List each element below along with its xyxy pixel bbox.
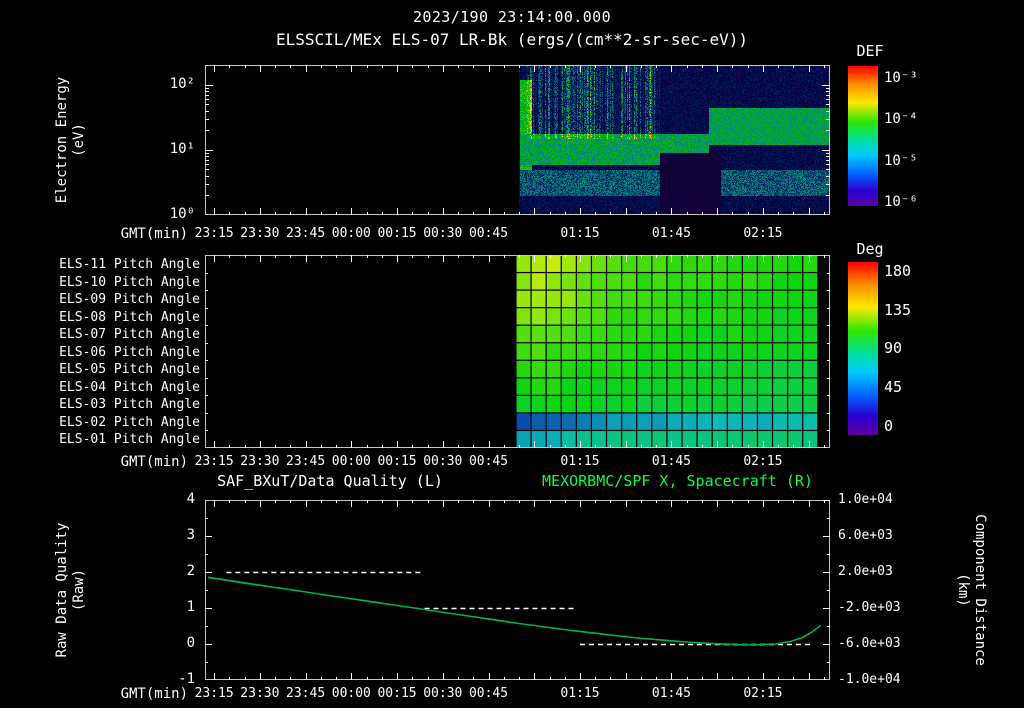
time-axis-2: 23:15 23:30 23:45 00:00 00:15 00:30 00:45 01:15… [195, 454, 830, 470]
pitch-row-label: ELS-03 Pitch Angle [59, 397, 200, 413]
deg-scale-label: 45 [884, 378, 903, 397]
time-tick-label: 00:45 [468, 686, 509, 701]
quality-tick-labels: 4 3 2 1 0 -1 [155, 491, 197, 687]
distance-tick-labels: 1.0e+04 6.0e+03 2.0e+03 -2.0e+03 -6.0e+03 -1.… [838, 492, 923, 687]
distance-tick-label: 1.0e+04 [838, 492, 893, 507]
time-tick-label: 00:00 [331, 226, 371, 241]
time-tick-label: 23:45 [286, 686, 326, 701]
energy-tick-label: 10² [169, 75, 195, 92]
deg-scale-label: 90 [884, 339, 903, 358]
def-colorbar [848, 66, 878, 206]
quality-plot-canvas [205, 500, 830, 680]
deg-scale-label: 180 [884, 262, 912, 280]
time-tick-label: 00:45 [468, 454, 509, 469]
time-tick-label: 00:45 [468, 226, 509, 241]
timestamp: 2023/190 23:14:00.000 [412, 8, 612, 26]
time-axis-3: 23:15 23:30 23:45 00:00 00:15 00:30 00:45 01:15… [195, 686, 830, 702]
time-tick-label: 23:45 [286, 226, 326, 241]
quality-tick-label: 4 [186, 491, 195, 507]
time-tick-label: 01:15 [560, 226, 600, 241]
time-tick-label: 23:30 [240, 686, 280, 701]
time-tick-label: 02:15 [743, 454, 783, 469]
time-tick-label: 02:15 [743, 226, 783, 241]
electron-spectrogram-canvas [205, 65, 830, 215]
def-scale-label: 10⁻³ [884, 70, 918, 86]
time-tick-label: 01:45 [651, 226, 692, 241]
pitch-row-label: ELS-01 Pitch Angle [59, 432, 200, 448]
distance-tick-label: -1.0e+04 [838, 672, 901, 687]
component-distance-axis-label-line1: Component Distance [972, 514, 988, 666]
energy-tick-label: 10⁰ [169, 206, 195, 222]
time-tick-label: 00:00 [331, 454, 371, 469]
time-tick-label: 23:15 [194, 454, 234, 469]
pitch-row-labels: ELS-11 Pitch Angle ELS-10 Pitch Angle ELS-… [40, 255, 200, 448]
time-tick-label: 01:15 [560, 686, 600, 701]
distance-tick-label: 2.0e+03 [838, 564, 893, 579]
def-colorbar-labels: 10⁻³ 10⁻⁴ 10⁻⁵ 10⁻⁶ [884, 70, 954, 210]
def-scale-label: 10⁻⁴ [884, 111, 918, 128]
quality-tick-label: 3 [186, 527, 195, 543]
pitch-row-label: ELS-07 Pitch Angle [59, 327, 200, 343]
quality-tick-label: 0 [186, 635, 195, 651]
def-scale-label: 10⁻⁵ [884, 152, 918, 169]
electron-energy-axis-label-line1: Electron Energy [54, 76, 70, 204]
quality-tick-label: -1 [178, 671, 195, 687]
quality-tick-label: 1 [186, 599, 195, 615]
electron-energy-axis-label-line2: (eV) [71, 123, 87, 157]
energy-tick-labels: 10² 10¹ 10⁰ [143, 65, 198, 222]
time-tick-label: 00:30 [423, 454, 463, 469]
energy-tick-label: 10¹ [169, 140, 195, 157]
time-tick-label: 00:15 [377, 686, 417, 701]
distance-tick-label: 6.0e+03 [838, 528, 893, 543]
deg-colorbar-title: Deg [856, 240, 884, 258]
time-tick-label: 23:45 [286, 454, 326, 469]
time-tick-label: 00:30 [423, 226, 463, 241]
pitch-row-label: ELS-08 Pitch Angle [59, 309, 200, 325]
deg-colorbar-labels: 180 135 90 45 0 [884, 262, 944, 435]
time-tick-label: 01:45 [651, 454, 692, 469]
def-colorbar-title: DEF [856, 42, 884, 60]
time-tick-label: 23:30 [240, 454, 280, 469]
time-tick-label: 23:15 [194, 686, 234, 701]
pitch-row-label: ELS-10 Pitch Angle [59, 274, 200, 290]
raw-quality-axis-label: Raw Data Quality (Raw) [54, 505, 90, 675]
deg-colorbar [848, 262, 878, 435]
component-distance-axis-label: Component Distance (km) [952, 495, 988, 685]
time-axis-1: 23:15 23:30 23:45 00:00 00:15 00:30 00:45 01:15… [195, 226, 830, 242]
pitch-row-label: ELS-05 Pitch Angle [59, 362, 200, 378]
gmt-label-3: GMT(min) [120, 686, 188, 702]
gmt-label-1: GMT(min) [120, 226, 188, 242]
quality-plot-title-right: MEXORBMC/SPF X, Spacecraft (R) [542, 472, 813, 490]
raw-quality-axis-label-line1: Raw Data Quality [54, 522, 70, 658]
def-scale-label: 10⁻⁶ [884, 193, 918, 210]
deg-scale-label: 135 [884, 300, 912, 319]
gmt-label-2: GMT(min) [120, 454, 188, 470]
pitch-angle-canvas [205, 255, 830, 448]
time-tick-label: 01:45 [651, 686, 692, 701]
pitch-row-label: ELS-06 Pitch Angle [59, 344, 200, 360]
pitch-row-label: ELS-11 Pitch Angle [59, 257, 200, 272]
time-tick-label: 00:15 [377, 454, 417, 469]
time-tick-label: 00:00 [331, 686, 371, 701]
time-tick-label: 02:15 [743, 686, 783, 701]
distance-tick-label: -2.0e+03 [838, 600, 901, 615]
distance-tick-label: -6.0e+03 [838, 636, 901, 651]
pitch-row-label: ELS-02 Pitch Angle [59, 414, 200, 430]
component-distance-axis-label-line2: (km) [955, 573, 971, 607]
time-tick-label: 01:15 [560, 454, 600, 469]
quality-tick-label: 2 [186, 563, 195, 579]
plot-title: ELSSCIL/MEx ELS-07 LR-Bk (ergs/(cm**2-sr… [275, 30, 748, 49]
time-tick-label: 00:30 [423, 686, 463, 701]
raw-quality-axis-label-line2: (Raw) [71, 568, 87, 612]
electron-energy-axis-label: Electron Energy (eV) [54, 55, 90, 225]
deg-scale-label: 0 [884, 416, 894, 435]
pitch-row-label: ELS-04 Pitch Angle [59, 379, 200, 395]
time-tick-label: 23:30 [240, 226, 280, 241]
time-tick-label: 00:15 [377, 226, 417, 241]
time-tick-label: 23:15 [194, 226, 234, 241]
quality-plot-title-left: SAF_BXuT/Data Quality (L) [217, 472, 443, 490]
pitch-row-label: ELS-09 Pitch Angle [59, 292, 200, 308]
